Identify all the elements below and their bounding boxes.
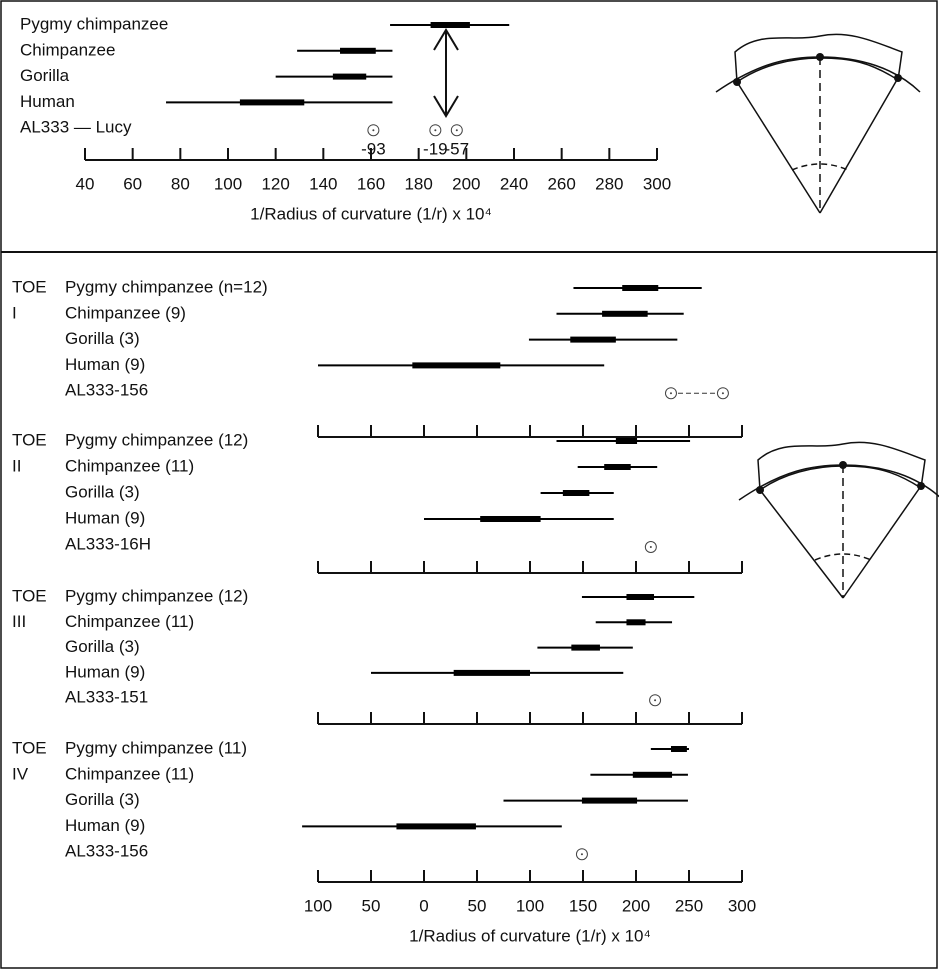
x-tick-label: 0	[419, 896, 428, 915]
x-tick-label: 100	[214, 174, 242, 193]
core-bar	[622, 285, 658, 291]
x-tick-label: 180	[404, 174, 432, 193]
x-axis-title: 1/Radius of curvature (1/r) x 10⁴	[409, 926, 651, 945]
row-label: Pygmy chimpanzee (12)	[65, 430, 248, 449]
x-tick-label: 160	[357, 174, 385, 193]
core-bar	[602, 311, 648, 317]
x-tick-label: 100	[304, 896, 332, 915]
x-axis-title: 1/Radius of curvature (1/r) x 10⁴	[250, 204, 492, 223]
row-label: AL333-151	[65, 688, 148, 707]
x-tick-label: 80	[171, 174, 190, 193]
row-label: Gorilla (3)	[65, 637, 140, 656]
row-label: Gorilla (3)	[65, 482, 140, 501]
core-bar	[582, 798, 637, 804]
core-bar	[454, 670, 530, 676]
curvature-diagram	[716, 34, 920, 213]
curvature-diagram	[739, 442, 939, 598]
row-label: Chimpanzee (11)	[65, 764, 194, 783]
core-bar	[604, 464, 631, 470]
specimen-dot	[722, 392, 724, 394]
x-tick-label: 120	[261, 174, 289, 193]
group-label: TOE	[12, 430, 47, 449]
core-bar	[633, 772, 672, 778]
core-bar	[340, 48, 376, 54]
x-tick-label: 280	[595, 174, 623, 193]
row-label: Human (9)	[65, 508, 145, 527]
x-tick-label: 60	[123, 174, 142, 193]
core-bar	[616, 438, 637, 444]
row-label: AL333-156	[65, 381, 148, 400]
core-bar	[571, 645, 600, 651]
row-label: Gorilla	[20, 66, 70, 85]
x-tick-label: 300	[643, 174, 671, 193]
core-bar	[240, 99, 304, 105]
row-label: Chimpanzee	[20, 40, 115, 59]
core-bar	[570, 337, 616, 343]
row-label: AL333-156	[65, 842, 148, 861]
x-tick-label: 300	[728, 896, 756, 915]
x-tick-label: 240	[500, 174, 528, 193]
row-label: Human (9)	[65, 355, 145, 374]
x-tick-label: 50	[362, 896, 381, 915]
x-tick-label: 200	[622, 896, 650, 915]
core-bar	[626, 619, 645, 625]
core-bar	[480, 516, 540, 522]
group-label: IV	[12, 764, 29, 783]
row-label: Pygmy chimpanzee (n=12)	[65, 277, 268, 296]
group-label: III	[12, 612, 26, 631]
x-tick-label: 40	[76, 174, 95, 193]
group-label: TOE	[12, 277, 47, 296]
group-label: TOE	[12, 738, 47, 757]
x-tick-label: 150	[569, 896, 597, 915]
row-label: Gorilla (3)	[65, 790, 140, 809]
x-tick-label: 250	[675, 896, 703, 915]
group-label: II	[12, 456, 21, 475]
group-label: TOE	[12, 586, 47, 605]
specimen-dot	[654, 699, 656, 701]
x-tick-label: 260	[547, 174, 575, 193]
x-tick-label: 50	[468, 896, 487, 915]
specimen-label: -93	[361, 140, 386, 159]
core-bar	[563, 490, 590, 496]
specimen-dot	[581, 853, 583, 855]
row-label: AL333-16H	[65, 534, 151, 553]
core-bar	[626, 594, 654, 600]
specimen-dot	[434, 129, 436, 131]
row-label: Chimpanzee (9)	[65, 303, 186, 322]
specimen-dot	[456, 129, 458, 131]
row-label: Human (9)	[65, 662, 145, 681]
row-label: Human (9)	[65, 816, 145, 835]
row-label: Pygmy chimpanzee (11)	[65, 738, 247, 757]
row-label: AL333 — Lucy	[20, 118, 132, 137]
x-tick-label: 140	[309, 174, 337, 193]
row-label: Gorilla (3)	[65, 329, 140, 348]
core-bar	[333, 74, 366, 80]
core-bar	[396, 823, 476, 829]
core-bar	[431, 22, 470, 28]
specimen-dot	[650, 546, 652, 548]
core-bar	[671, 746, 687, 752]
core-bar	[412, 362, 500, 368]
row-label: Chimpanzee (11)	[65, 612, 194, 631]
row-label: Pygmy chimpanzee (12)	[65, 586, 248, 605]
group-label: I	[12, 303, 17, 322]
specimen-dot	[670, 392, 672, 394]
arrow	[434, 30, 458, 116]
figure: Pygmy chimpanzee Chimpanzee Gorilla Human AL…	[0, 0, 939, 970]
row-label: Human	[20, 92, 75, 111]
x-tick-label: 200	[452, 174, 480, 193]
row-label: Chimpanzee (11)	[65, 456, 194, 475]
specimen-dot	[372, 129, 374, 131]
row-label: Pygmy chimpanzee	[20, 14, 168, 33]
x-tick-label: 100	[516, 896, 544, 915]
